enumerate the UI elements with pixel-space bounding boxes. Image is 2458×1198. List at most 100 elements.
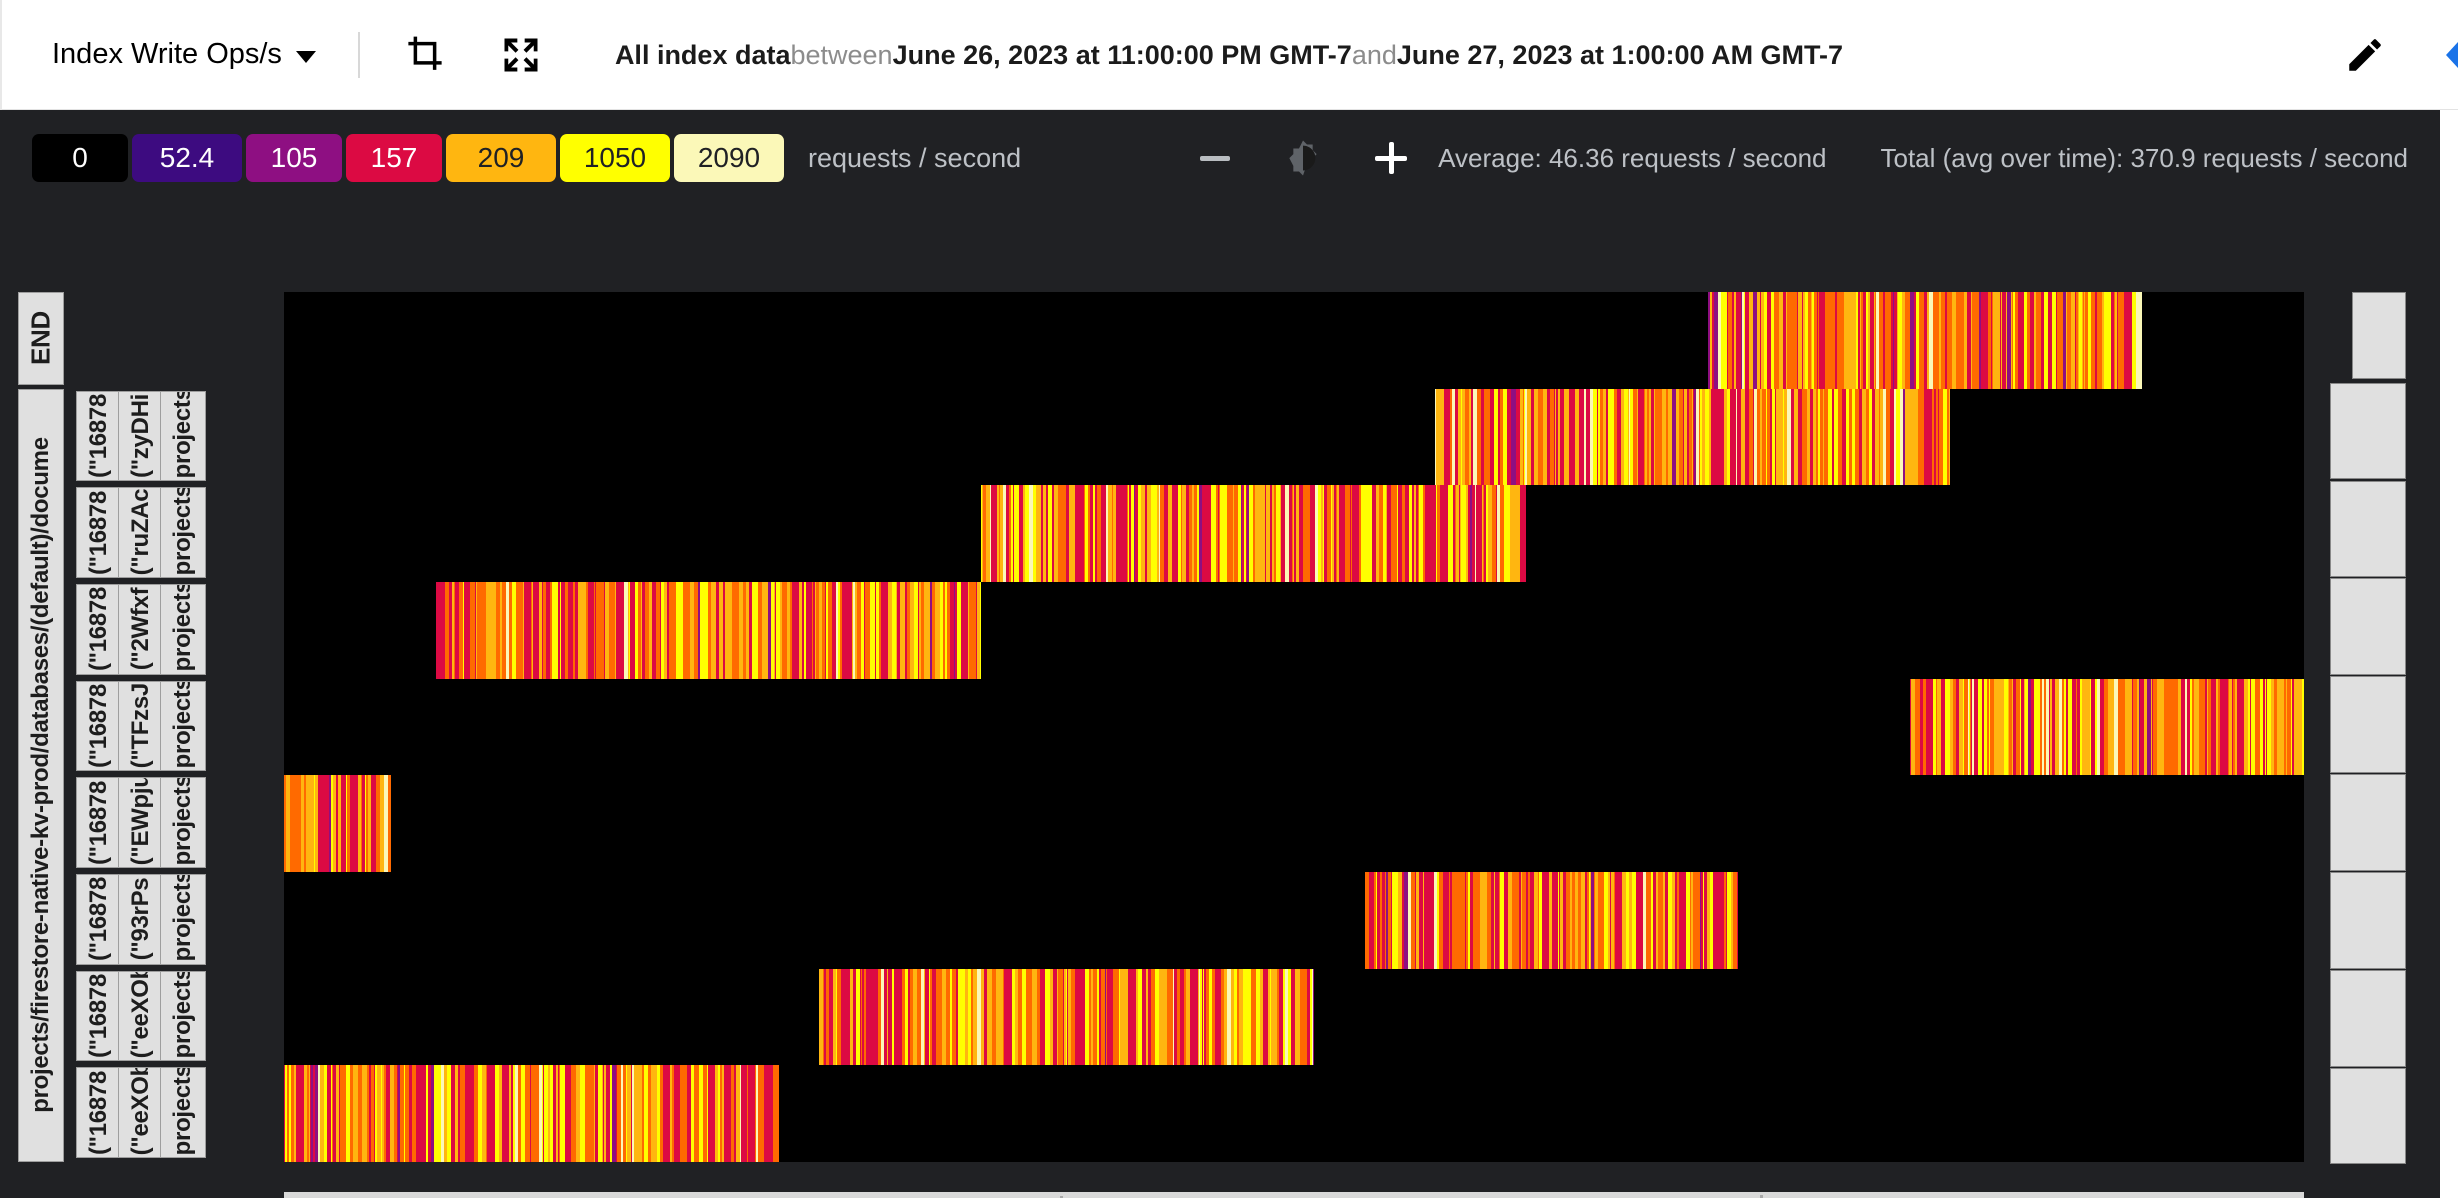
heatmap-row[interactable]	[284, 582, 2304, 679]
heatmap-active-block[interactable]	[1364, 872, 1739, 969]
row-summary-tile[interactable]	[2330, 382, 2406, 480]
row-summary-tile[interactable]	[2330, 578, 2406, 676]
contrast-controls	[1191, 134, 1415, 182]
heatmap-row[interactable]	[284, 678, 2304, 776]
key-label-col2-row4[interactable]: ("16878	[76, 777, 122, 868]
heatmap-active-block[interactable]	[819, 968, 1315, 1066]
summary-stats: Average: 46.36 requests / second Total (…	[1438, 130, 2408, 186]
heatmap-row[interactable]	[284, 968, 2304, 1066]
heatmap-canvas[interactable]	[284, 292, 2304, 1162]
key-label-col3-row1[interactable]: ("ruZAc	[118, 487, 164, 578]
metric-selector[interactable]: Index Write Ops/s	[52, 38, 316, 71]
heatmap-active-block[interactable]	[980, 485, 1527, 582]
plus-icon[interactable]	[1367, 134, 1415, 182]
title-part-3: and	[1351, 39, 1397, 70]
legend-swatch-value: 2090	[697, 142, 761, 173]
heatmap-row[interactable]	[284, 1065, 2304, 1162]
key-label-col3-row0[interactable]: ("zyDHi	[118, 390, 164, 482]
key-label-col3-row5[interactable]: ("93rPs	[118, 874, 164, 965]
key-label-end[interactable]: END	[18, 292, 64, 385]
key-label-gutter: END projects/firestore-native-kv-prod/dat…	[18, 292, 233, 1162]
contrast-icon[interactable]	[1279, 134, 1327, 182]
legend-swatch-6[interactable]: 2090	[674, 134, 784, 182]
heatmap-active-block[interactable]	[1910, 678, 2304, 776]
key-label-col3-row3[interactable]: ("TFzsJ	[118, 680, 164, 772]
key-label-col3-row2[interactable]: ("2Wfxf	[118, 584, 164, 675]
title-part-4: June 27, 2023 at 1:00:00 AM GMT-7	[1396, 39, 1844, 70]
fullscreen-glyph	[504, 38, 538, 71]
row-summary-tile[interactable]	[2330, 1067, 2406, 1165]
legend-swatch-2[interactable]: 105	[246, 134, 342, 182]
heatmap-row[interactable]	[284, 872, 2304, 969]
fullscreen-icon[interactable]	[490, 24, 552, 86]
key-label-col2-row3[interactable]: ("16878	[76, 680, 122, 772]
legend-swatch-3[interactable]: 157	[346, 134, 442, 182]
crop-icon[interactable]	[394, 24, 456, 86]
row-summary-tile[interactable]	[2330, 872, 2406, 969]
key-label-col3-row4[interactable]: ("EWpju	[118, 777, 164, 868]
header-divider	[357, 31, 360, 78]
legend-swatch-0[interactable]: 0	[32, 134, 128, 182]
key-label-col2-row1[interactable]: ("16878	[76, 487, 122, 578]
key-label-text: projects	[169, 1067, 196, 1155]
key-label-text: ("EWpju	[127, 777, 154, 865]
key-label-col4-row-last[interactable]: projects	[160, 1067, 206, 1158]
next-arrow-icon[interactable]	[2436, 38, 2458, 72]
next-arrow-glyph	[2446, 42, 2458, 68]
key-label-col3-row6[interactable]: ("eeXOb	[118, 970, 164, 1062]
heatmap-active-block[interactable]	[435, 582, 981, 679]
pencil-icon[interactable]	[2334, 24, 2396, 86]
key-label-text: ("ruZAc	[127, 488, 154, 575]
key-label-col4-row5[interactable]: projects	[160, 874, 206, 965]
color-scale-legend[interactable]: 0 52.4 105 157 209 1050 2090	[32, 134, 784, 182]
key-label-text: ("2Wfxf	[127, 588, 154, 671]
legend-swatch-value: 1050	[583, 142, 647, 173]
key-label-col4-row4[interactable]: projects	[160, 777, 206, 868]
key-label-text: projects	[169, 487, 196, 575]
row-summary-tile[interactable]	[2352, 292, 2406, 379]
heatmap-row[interactable]	[284, 485, 2304, 582]
key-label-text: ("93rPs	[127, 877, 154, 961]
key-label-path[interactable]: projects/firestore-native-kv-prod/databa…	[18, 388, 64, 1162]
row-summary-tile[interactable]	[2330, 480, 2406, 578]
heatmap-row[interactable]	[284, 775, 2304, 872]
key-label-col2-row6[interactable]: ("16878	[76, 970, 122, 1062]
heatmap-active-block[interactable]	[1435, 388, 1951, 486]
legend-swatch-value: 0	[72, 142, 88, 173]
heatmap-active-block[interactable]	[284, 775, 392, 872]
key-label-text: ("zyDHi	[127, 394, 154, 478]
key-label-text: ("16878	[85, 1070, 112, 1155]
key-label-col4-row6[interactable]: projects	[160, 970, 206, 1062]
key-label-col2-row2[interactable]: ("16878	[76, 584, 122, 675]
minus-icon[interactable]	[1191, 134, 1239, 182]
heatmap-row[interactable]	[284, 292, 2304, 389]
timeline-overview[interactable]	[284, 1192, 2304, 1198]
key-label-col4-row1[interactable]: projects	[160, 487, 206, 578]
row-summary-tile[interactable]	[2330, 774, 2406, 871]
title-part-2: June 26, 2023 at 11:00:00 PM GMT-7	[892, 39, 1352, 70]
heatmap-active-block[interactable]	[284, 1065, 779, 1162]
header-left-rule	[0, 0, 2, 110]
key-label-col3-row-last[interactable]: ("eeXOb	[118, 1067, 164, 1158]
legend-swatch-1[interactable]: 52.4	[132, 134, 242, 182]
legend-swatch-value: 52.4	[159, 142, 215, 173]
legend-swatch-5[interactable]: 1050	[560, 134, 670, 182]
key-label-col2-row5[interactable]: ("16878	[76, 874, 122, 965]
legend-swatch-4[interactable]: 209	[446, 134, 556, 182]
heatmap-row[interactable]	[284, 388, 2304, 486]
key-label-col2-row-last[interactable]: ("16878	[76, 1067, 122, 1158]
row-summary-tile[interactable]	[2330, 676, 2406, 773]
heatmap-active-block[interactable]	[1708, 292, 2143, 389]
legend-units-label: requests / second	[808, 142, 1022, 173]
key-label-text: END	[25, 311, 56, 366]
row-summary-tile[interactable]	[2330, 969, 2406, 1067]
metric-selector-label: Index Write Ops/s	[52, 38, 282, 70]
crop-glyph	[408, 36, 442, 70]
key-label-col2-row0[interactable]: ("16878	[76, 390, 122, 482]
key-label-col4-row0[interactable]: projects	[160, 390, 206, 482]
average-stat: Average: 46.36 requests / second	[1438, 142, 1827, 173]
key-label-col4-row3[interactable]: projects	[160, 680, 206, 772]
key-label-text: projects	[169, 390, 196, 479]
key-label-col4-row2[interactable]: projects	[160, 584, 206, 675]
